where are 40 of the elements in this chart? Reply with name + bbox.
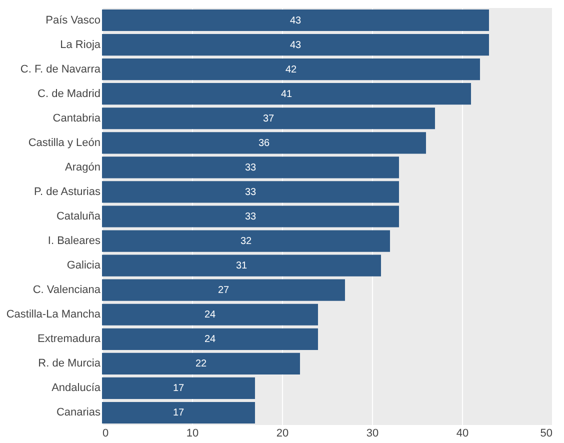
- data-label: 22: [195, 358, 207, 370]
- x-tick-label: 20: [276, 428, 289, 440]
- y-tick-label: Castilla-La Mancha: [6, 308, 102, 321]
- data-label: 24: [204, 310, 216, 321]
- y-tick-label: C. F. de Navarra: [20, 63, 102, 76]
- y-tick-label: Aragón: [65, 161, 100, 174]
- x-tick-label: 10: [186, 428, 199, 440]
- data-label: 36: [258, 138, 270, 149]
- y-tick-label: C. de Madrid: [38, 88, 100, 100]
- data-label: 41: [280, 88, 292, 100]
- data-label: 17: [172, 408, 184, 419]
- y-tick-label: Canarias: [56, 406, 101, 419]
- data-label: 32: [240, 236, 252, 248]
- y-tick-label: País Vasco: [46, 14, 100, 26]
- y-tick-label: I. Baleares: [48, 235, 101, 248]
- y-tick-label: R. de Murcia: [38, 358, 102, 370]
- data-label: 17: [172, 383, 184, 394]
- data-label: 43: [290, 15, 302, 26]
- y-tick-label: C. Valenciana: [32, 284, 102, 296]
- y-tick-label: Cataluña: [56, 210, 102, 222]
- data-label: 24: [204, 334, 216, 346]
- y-tick-label: Cantabria: [52, 112, 102, 124]
- y-tick-label: Galicia: [66, 260, 102, 272]
- data-label: 31: [236, 260, 248, 272]
- y-tick-label: Castilla y León: [28, 136, 100, 149]
- data-label: 33: [244, 186, 256, 198]
- y-tick-label: Andalucía: [52, 382, 102, 394]
- x-tick-label: 50: [540, 428, 552, 440]
- data-label: 27: [218, 285, 230, 296]
- x-tick-label: 40: [456, 428, 469, 440]
- data-label: 33: [244, 212, 256, 222]
- x-tick-label: 30: [366, 428, 379, 440]
- data-label: 42: [285, 64, 297, 76]
- y-tick-label: Extremadura: [38, 333, 102, 346]
- data-label: 33: [244, 162, 256, 174]
- y-tick-label: P. de Asturias: [34, 186, 101, 198]
- data-label: 43: [290, 40, 302, 51]
- y-tick-label: La Rioja: [60, 38, 102, 51]
- data-label: 37: [262, 113, 274, 124]
- x-tick-label: 0: [102, 428, 109, 440]
